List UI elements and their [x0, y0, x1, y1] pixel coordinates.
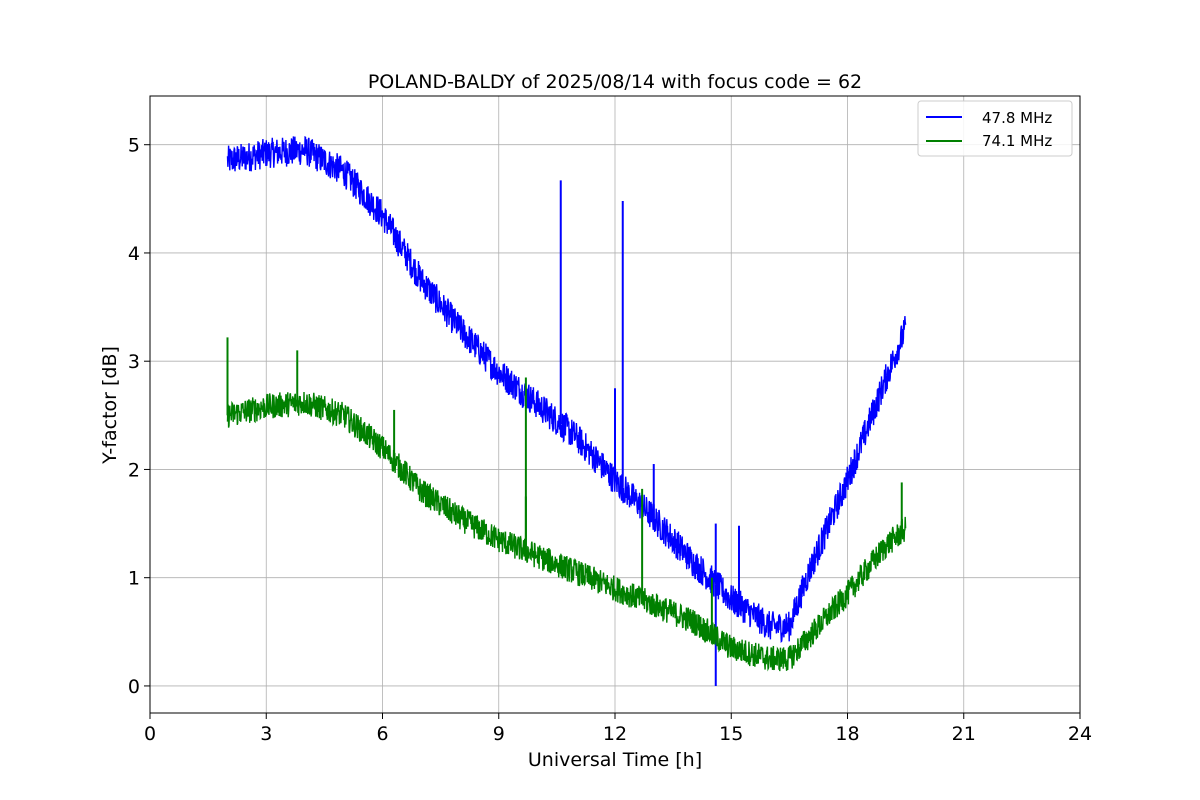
- y-tick-label: 2: [128, 459, 140, 481]
- x-tick-label: 24: [1068, 723, 1092, 745]
- x-tick-label: 21: [952, 723, 976, 745]
- x-tick-label: 0: [144, 723, 156, 745]
- x-tick-label: 6: [376, 723, 388, 745]
- x-tick-label: 12: [603, 723, 627, 745]
- y-tick-label: 1: [128, 568, 140, 590]
- x-tick-label: 9: [493, 723, 505, 745]
- series-1: [226, 337, 907, 672]
- series-line: [226, 391, 907, 672]
- legend: 47.8 MHz 74.1 MHz: [917, 100, 1073, 157]
- x-tick-label: 3: [260, 723, 272, 745]
- legend-label-74-1: 74.1 MHz: [982, 132, 1052, 150]
- y-tick-label: 0: [128, 676, 140, 698]
- y-tick-label: 3: [128, 351, 140, 373]
- chart-title: POLAND-BALDY of 2025/08/14 with focus co…: [368, 71, 862, 93]
- x-axis-label: Universal Time [h]: [528, 749, 702, 771]
- series-line: [226, 135, 907, 644]
- y-tick-label: 4: [128, 243, 140, 265]
- y-tick-label: 5: [128, 135, 140, 157]
- y-axis-label: Y-factor [dB]: [99, 346, 121, 465]
- series-layer: [226, 135, 907, 686]
- series-0: [226, 135, 907, 686]
- legend-box: [917, 100, 1073, 157]
- x-tick-label: 15: [719, 723, 743, 745]
- x-tick-label: 18: [835, 723, 859, 745]
- legend-label-47-8: 47.8 MHz: [982, 109, 1052, 127]
